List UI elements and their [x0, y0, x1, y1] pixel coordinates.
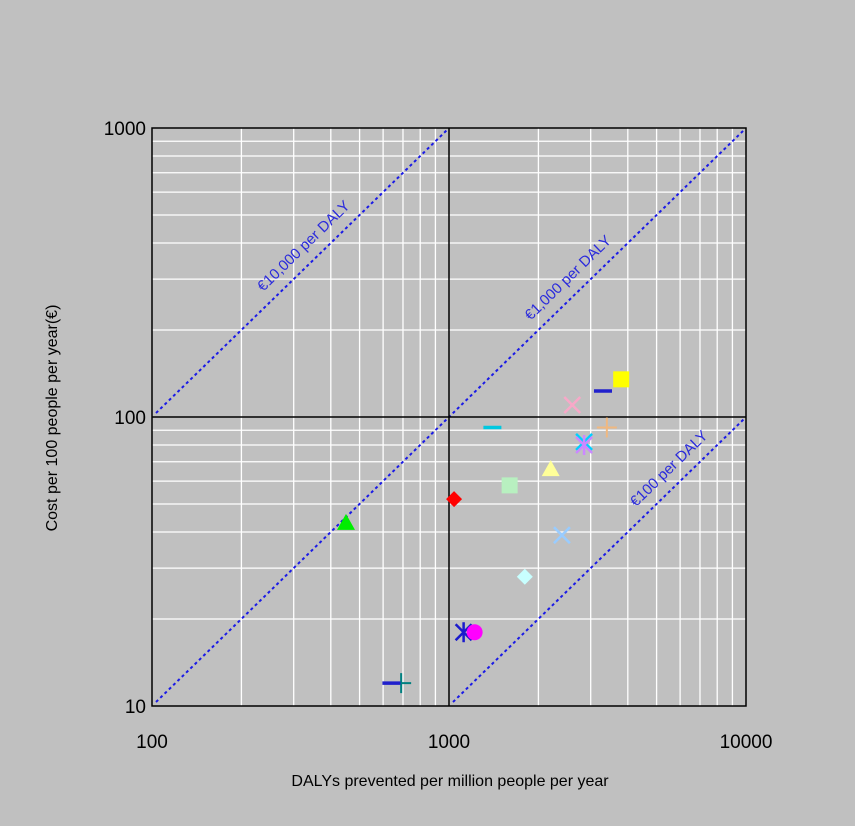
x-axis-label: DALYs prevented per million people per y… — [291, 773, 609, 790]
reference-line-2 — [452, 418, 745, 703]
x-tick-label: 100 — [136, 732, 168, 753]
plot-border — [151, 127, 747, 707]
reference-line-0 — [155, 129, 448, 414]
data-point-x — [563, 396, 582, 414]
reference-line-1 — [155, 129, 745, 703]
data-points — [337, 371, 630, 694]
x-tick-label: 1000 — [428, 732, 470, 753]
data-point-square — [613, 371, 630, 388]
y-tick-label: 10 — [125, 697, 146, 718]
data-point-square — [501, 477, 518, 494]
data-point-plus — [596, 417, 617, 438]
data-point-diamond — [516, 568, 533, 585]
data-point-x — [553, 526, 571, 545]
data-point-asterisk — [575, 435, 593, 456]
data-point-diamond — [446, 491, 463, 508]
data-point-circle — [466, 624, 483, 641]
reference-line-label: €100 per DALY — [627, 427, 712, 510]
tick-labels: 100 1000 10000 10 100 1000 — [104, 119, 773, 753]
plot-frame — [151, 127, 747, 707]
y-tick-label: 100 — [114, 408, 146, 429]
data-point-triangle — [541, 460, 560, 477]
data-point-triangle — [337, 513, 356, 530]
y-axis-label: Cost per 100 people per year(€) — [44, 305, 61, 532]
reference-line-label: €10,000 per DALY — [254, 197, 354, 294]
reference-lines: €10,000 per DALY €1,000 per DALY €100 per … — [155, 129, 745, 703]
y-tick-label: 1000 — [104, 119, 146, 140]
x-tick-label: 10000 — [720, 732, 773, 753]
reference-line-label: €1,000 per DALY — [521, 232, 615, 324]
